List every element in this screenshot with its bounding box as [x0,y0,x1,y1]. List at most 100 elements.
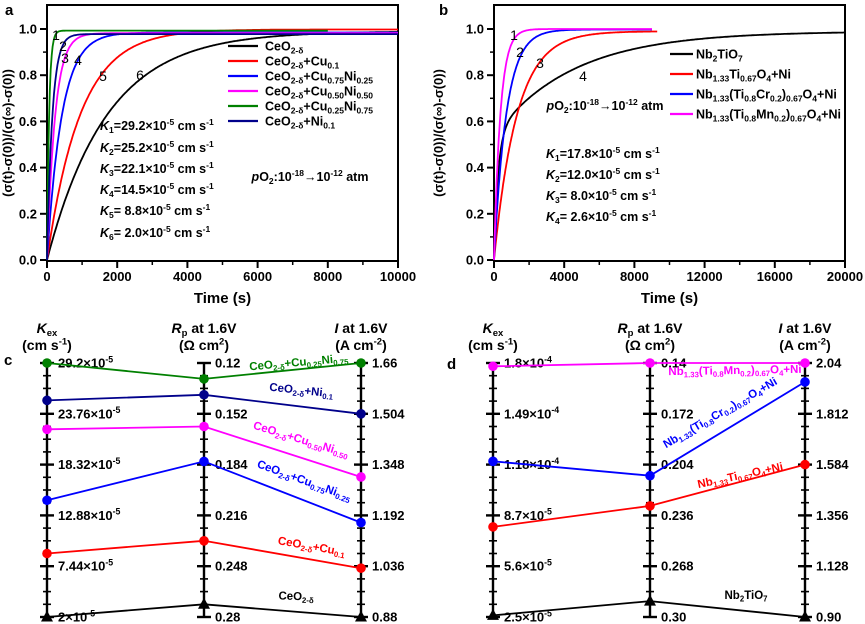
x-tick-label: 0 [490,269,497,284]
data-marker [645,470,655,481]
legend-label: CeO2-δ+Ni0.1 [265,115,335,131]
series-curve-5 [46,29,328,261]
data-marker [800,358,810,368]
axis-tick-label: 1.8×10-4 [504,354,552,370]
axis-tick-label: 0.268 [661,559,694,574]
x-tick-label: 4000 [550,269,579,284]
axis-tick-label: 0.30 [661,610,686,624]
x-tick-label: 4000 [173,269,202,284]
x-tick-label: 2000 [103,269,132,284]
y-tick-label: 1.0 [466,22,484,37]
series-label: CeO2-δ+Cu0.75Ni0.25 [255,459,354,506]
data-marker [487,608,499,620]
data-marker [488,522,498,532]
curve-number: 4 [74,52,82,68]
axis-tick-label: 0.184 [215,457,248,472]
axis-tick-label: 1.348 [372,457,405,472]
axis-tick-label: 29.2×10-5 [58,354,113,370]
axis-tick-label: 0.88 [372,610,397,624]
curve-number: 6 [136,67,144,83]
rate-constant-text: K1=29.2×10-5 cm s-1 [100,117,214,135]
rate-constant-text: K2=12.0×10-5 cm s-1 [546,166,660,184]
axis-unit: (cm s-1) [468,336,518,353]
x-tick-label: 12000 [687,269,723,284]
series-curve-2 [493,30,658,261]
axis-title: Rp at 1.6V [172,320,238,339]
y-tick-label: 0.8 [466,68,484,83]
panel-label-a: a [5,2,14,19]
y-tick-label: 0.0 [466,253,484,268]
series-curve-3 [493,28,652,261]
rate-constant-text: K4=14.5×10-5 cm s-1 [100,181,214,199]
condition-text: pO2:10-18→10-12 atm [251,168,369,186]
axis-tick-label: 23.76×10-5 [58,405,121,421]
data-marker [356,409,366,419]
data-marker [42,548,52,559]
data-marker [199,389,209,400]
rate-constant-text: K1=17.8×10-5 cm s-1 [546,145,660,163]
series-curve-4 [493,28,652,261]
data-marker [199,456,209,467]
data-marker [645,501,655,511]
series-curve-6 [46,33,398,261]
legend-label: Nb2TiO7 [696,48,743,64]
series-label: CeO2-δ+Cu0.50Ni0.50 [251,420,350,462]
y-tick-label: 0.8 [19,68,37,83]
axis-tick-label: 1.504 [372,406,405,421]
data-marker [41,610,53,622]
axis-unit: (A cm-2) [335,336,387,353]
data-marker [355,610,367,622]
axis-tick-label: 0.248 [215,559,248,574]
rate-constant-text: K4= 2.6×10-5 cm s-1 [546,208,656,226]
axis-title: I at 1.6V [779,320,833,336]
legend-label: CeO2-δ+Cu0.50Ni0.50 [265,85,373,101]
legend-label: Nb1.33(Ti0.8Cr0.2)0.67O4+Ni [696,88,837,104]
legend-label: Nb1.33(Ti0.8Mn0.2)0.67O4+Ni [696,108,841,124]
x-tick-label: 20000 [827,269,863,284]
curve-number: 2 [516,44,524,60]
x-axis-title: Time (s) [194,290,251,307]
axis-tick-label: 1.49×10-4 [504,405,559,421]
data-marker [356,563,366,573]
panel-c-parallel-plot: 29.2×10-5 23.76×10-5 18.32×10-5 12.88×10-5 7… [22,320,405,624]
y-tick-label: 0.6 [466,114,484,129]
rate-constant-text: K6= 2.0×10-5 cm s-1 [100,224,210,242]
axis-unit: (cm s-1) [22,336,72,353]
y-tick-label: 0.6 [19,114,37,129]
axis-tick-label: 0.90 [816,610,841,624]
x-tick-label: 8000 [313,269,342,284]
axis-tick-label: 0.236 [661,508,694,523]
x-tick-label: 16000 [757,269,793,284]
axis-tick-label: 0.172 [661,406,694,421]
axis-tick-label: 1.192 [372,508,405,523]
axis-tick-label: 0.216 [215,508,248,523]
axis-tick-label: 1.584 [816,457,849,472]
axis-tick-label: 5.6×10-5 [504,558,552,574]
x-tick-label: 8000 [620,269,649,284]
data-marker [645,358,655,368]
data-marker [42,495,52,506]
panel-label-b: b [439,2,449,19]
condition-text: pO2:10-18→10-12 atm [546,97,664,115]
x-tick-label: 0 [43,269,50,284]
panel-label-c: c [4,352,13,369]
legend-label: CeO2-δ+Cu0.75Ni0.25 [265,70,373,86]
curve-number: 3 [536,55,544,71]
y-tick-label: 0.2 [19,206,37,221]
axis-tick-label: 7.44×10-5 [58,558,113,574]
data-marker [42,395,52,406]
data-marker [356,472,366,482]
curve-number: 4 [579,68,587,84]
axis-title: Kex [483,320,504,339]
axis-title: Kex [37,320,58,339]
data-marker [198,597,210,609]
axis-unit: (Ω cm2) [179,336,229,353]
data-marker [356,358,366,368]
axis-tick-label: 0.12 [215,356,240,371]
legend-label: CeO2-δ [265,40,303,56]
panel-a-relaxation-chart: 0 2000 4000 6000 8000 10000 0.0 0.2 0.4 0.6 0.8 1.0… [0,4,416,307]
data-marker [199,536,209,546]
axis-tick-label: 18.32×10-5 [58,456,121,472]
y-axis-title: (σ(t)-σ(0))/(σ(∞)-σ(0)) [0,69,15,197]
y-tick-label: 0.4 [19,160,38,175]
